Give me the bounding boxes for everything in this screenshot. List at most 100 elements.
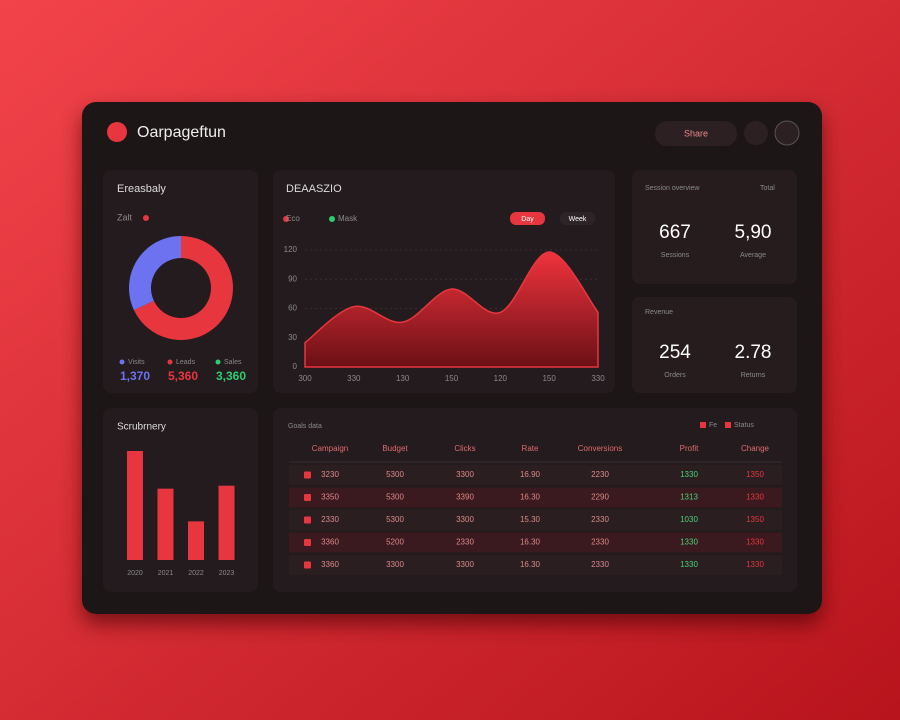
column-header: Clicks	[454, 444, 475, 453]
table-cell: 1330	[746, 493, 764, 502]
logo	[107, 122, 127, 142]
row-icon	[304, 471, 311, 479]
y-tick-label: 120	[284, 245, 298, 254]
stat-label: Sessions	[661, 252, 690, 259]
table-cell: 16.90	[520, 470, 541, 479]
toggle-label[interactable]: Day	[521, 216, 534, 223]
stat-label: Average	[740, 252, 766, 259]
table-cell: 2330	[591, 560, 609, 569]
x-tick-label: 2020	[127, 570, 143, 577]
x-tick-label: 300	[298, 374, 312, 383]
donut-segment	[129, 236, 181, 311]
legend-dot	[329, 216, 335, 222]
table-cell: 16.30	[520, 493, 541, 502]
stat-value: 254	[659, 342, 691, 363]
column-header: Campaign	[312, 444, 348, 453]
bar	[218, 485, 235, 560]
share-button[interactable]	[655, 121, 737, 146]
legend-label: Leads	[176, 359, 196, 366]
card-title: Ereasbaly	[117, 183, 166, 195]
toggle[interactable]	[560, 212, 595, 225]
filter-label[interactable]: Fe	[709, 422, 717, 429]
legend-dot	[119, 359, 125, 365]
table-cell: 2330	[321, 515, 339, 524]
card-title: Scrubrnery	[117, 422, 166, 433]
stat-value: 5,90	[735, 222, 772, 243]
y-tick-label: 0	[293, 362, 298, 371]
table-cell: 3360	[321, 538, 339, 547]
filter-label[interactable]: Status	[734, 422, 754, 429]
table-cell: 3300	[456, 470, 474, 479]
table-cell: 2330	[591, 515, 609, 524]
stat-label: Returns	[741, 372, 766, 379]
table-cell: 2290	[591, 493, 609, 502]
row-icon	[304, 516, 311, 524]
card-title: DEAASZIO	[286, 183, 342, 195]
table-row	[289, 465, 782, 485]
stat-title: Revenue	[645, 309, 673, 316]
icon-button[interactable]	[744, 121, 768, 145]
legend-value: 5,360	[168, 369, 198, 383]
legend-label: Eco	[286, 214, 300, 223]
table-cell: 3390	[456, 493, 474, 502]
legend-dot	[167, 359, 173, 365]
legend-value: 1,370	[120, 369, 150, 383]
table-cell: 5300	[386, 515, 404, 524]
card-subtitle: Zalt	[117, 212, 133, 222]
stat-value: 667	[659, 222, 691, 243]
card	[103, 170, 258, 393]
subtitle-dot	[143, 215, 149, 221]
toggle[interactable]	[510, 212, 545, 225]
y-tick-label: 30	[288, 333, 297, 342]
x-tick-label: 330	[591, 374, 605, 383]
y-tick-label: 60	[288, 304, 297, 313]
table-cell: 5200	[386, 538, 404, 547]
table-cell: 1330	[680, 470, 698, 479]
table-row	[289, 555, 782, 575]
avatar[interactable]	[774, 120, 800, 146]
table-cell: 3350	[321, 493, 339, 502]
brand: Oarpageftun	[137, 124, 226, 141]
legend-label: Sales	[224, 359, 242, 366]
row-icon	[304, 561, 311, 569]
table-cell: 2230	[591, 470, 609, 479]
toggle-label[interactable]: Week	[569, 216, 587, 223]
x-tick-label: 2022	[188, 570, 204, 577]
table-row	[289, 510, 782, 530]
table-cell: 2330	[456, 538, 474, 547]
table-cell: 1330	[680, 538, 698, 547]
legend-label: Mask	[338, 214, 358, 223]
bar	[188, 521, 204, 560]
table-cell: 3300	[456, 560, 474, 569]
table-cell: 1330	[746, 538, 764, 547]
column-header: Profit	[680, 444, 699, 453]
table-cell: 5300	[386, 470, 404, 479]
table-row	[289, 532, 782, 553]
y-tick-label: 90	[288, 274, 297, 283]
stat-tag: Total	[760, 185, 775, 192]
table-cell: 3360	[321, 560, 339, 569]
table-row	[289, 487, 782, 508]
table-cell: 3230	[321, 470, 339, 479]
filter-icon	[700, 422, 706, 428]
row-icon	[304, 539, 311, 546]
legend-value: 3,360	[216, 369, 246, 383]
table-cell: 15.30	[520, 515, 541, 524]
table-cell: 2330	[591, 538, 609, 547]
legend-dot	[215, 359, 221, 365]
table-cell: 1030	[680, 515, 698, 524]
legend-dot	[283, 216, 289, 222]
table-cell: 16.30	[520, 560, 541, 569]
row-icon	[304, 494, 311, 501]
x-tick-label: 2021	[158, 570, 174, 577]
table-cell: 1330	[746, 560, 764, 569]
filter-icon	[725, 422, 731, 428]
card	[632, 170, 797, 284]
share-label[interactable]: Share	[684, 128, 708, 138]
table-cell: 16.30	[520, 538, 541, 547]
column-header: Budget	[382, 444, 408, 453]
table-cell: 3300	[386, 560, 404, 569]
x-tick-label: 330	[347, 374, 361, 383]
table-cell: 1350	[746, 515, 764, 524]
